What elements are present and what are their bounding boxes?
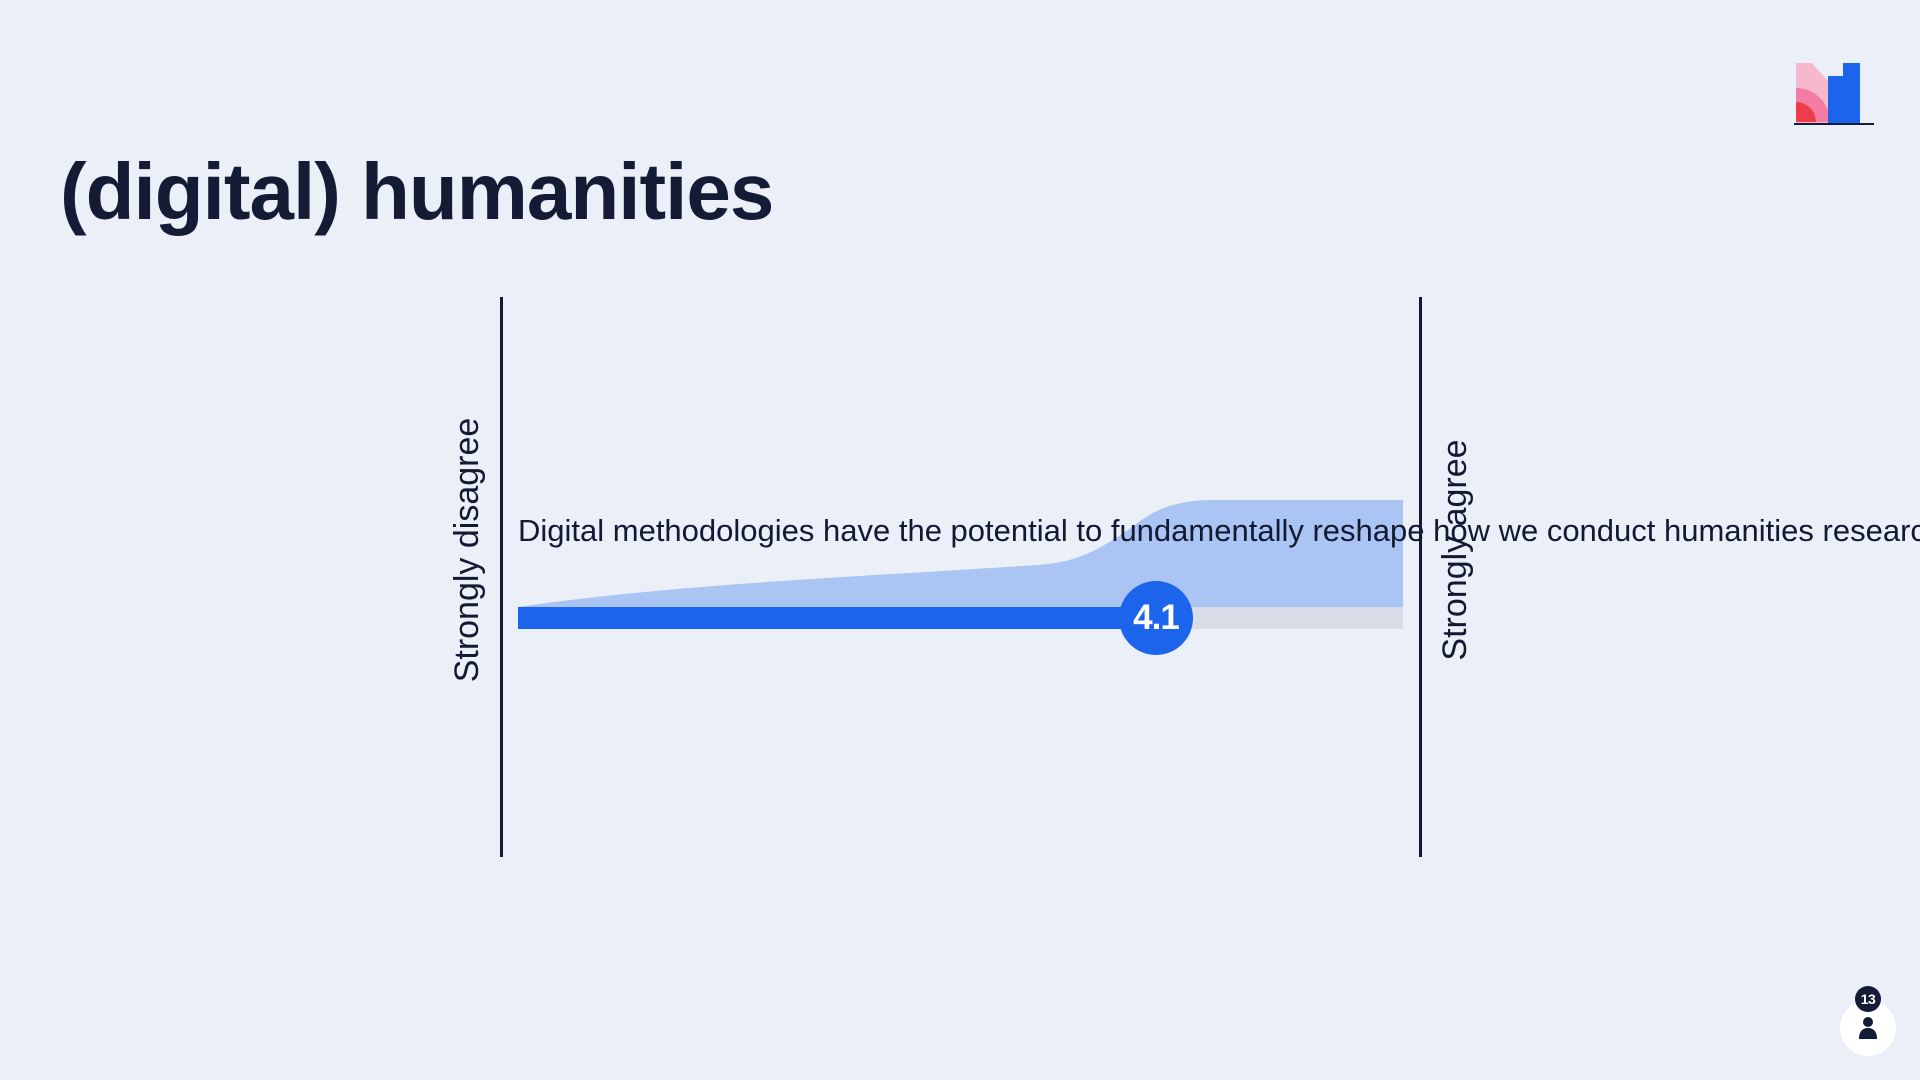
scale-question: Digital methodologies have the potential… <box>518 500 1920 660</box>
scale-track <box>518 607 1403 629</box>
scale-min-label: Strongly disagree <box>448 417 486 683</box>
average-score-marker: 4.1 <box>1119 581 1193 655</box>
participant-count-badge: 13 <box>1855 986 1881 1012</box>
scale-left-axis-line <box>500 297 503 857</box>
person-icon <box>1859 1017 1877 1039</box>
scale-max-label: Strongly agree <box>1436 439 1474 661</box>
slide-title: (digital) humanities <box>60 147 774 236</box>
mentimeter-logo <box>1794 63 1874 125</box>
scale-right-axis-line <box>1419 297 1422 857</box>
statement-text: Digital methodologies have the potential… <box>518 513 1920 548</box>
scale-average-fill <box>518 607 1156 629</box>
response-distribution-area <box>518 500 1403 607</box>
